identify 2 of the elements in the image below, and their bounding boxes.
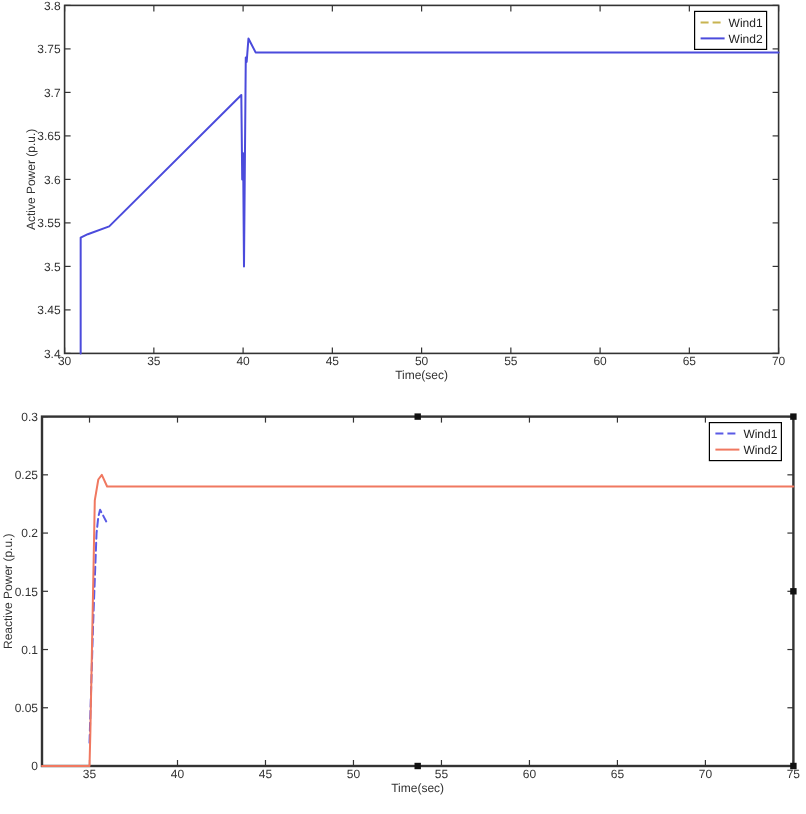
line-series bbox=[79, 37, 780, 355]
line-series bbox=[41, 473, 795, 767]
